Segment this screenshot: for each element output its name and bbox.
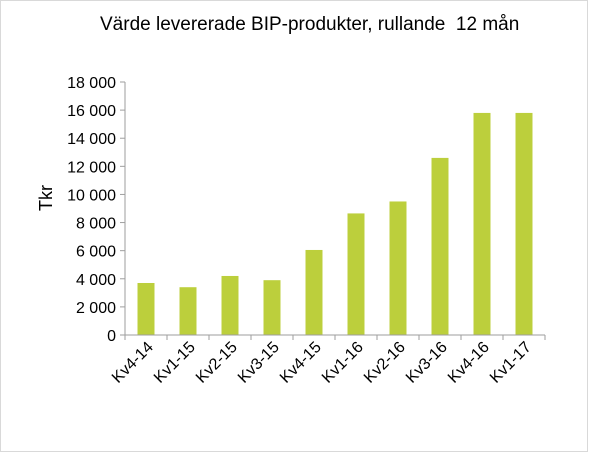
y-tick-label: 4 000 bbox=[76, 272, 116, 289]
y-tick-label: 18 000 bbox=[67, 75, 116, 92]
bar-Kv2-16 bbox=[389, 201, 407, 335]
bar-Kv4-15 bbox=[305, 249, 323, 335]
x-tick-label: Kv4-14 bbox=[109, 339, 157, 387]
y-tick-label: 14 000 bbox=[67, 131, 116, 148]
bar-Kv3-16 bbox=[431, 157, 449, 335]
y-tick-label: 2 000 bbox=[76, 300, 116, 317]
y-tick-label: 0 bbox=[107, 328, 116, 345]
x-tick-label: Kv1-15 bbox=[151, 339, 199, 387]
bar-Kv4-14 bbox=[137, 282, 155, 335]
x-tick-label: Kv4-15 bbox=[277, 339, 325, 387]
x-tick-label: Kv2-15 bbox=[193, 339, 241, 387]
y-tick-label: 8 000 bbox=[76, 216, 116, 233]
y-tick-label: 10 000 bbox=[67, 187, 116, 204]
x-tick-label: Kv1-16 bbox=[319, 339, 367, 387]
y-axis-label: Tkr bbox=[36, 185, 56, 211]
y-tick-label: 12 000 bbox=[67, 159, 116, 176]
bar-Kv2-15 bbox=[221, 275, 239, 335]
x-tick-label: Kv4-16 bbox=[445, 339, 493, 387]
x-tick-label: Kv2-16 bbox=[361, 339, 409, 387]
x-tick-label: Kv3-15 bbox=[235, 339, 283, 387]
bar-Kv1-17 bbox=[515, 112, 533, 335]
y-tick-label: 6 000 bbox=[76, 244, 116, 261]
bar-Kv3-15 bbox=[263, 280, 281, 335]
y-tick-label: 16 000 bbox=[67, 103, 116, 120]
bar-Kv1-16 bbox=[347, 213, 365, 335]
chart-title: Värde levererade BIP-produkter, rullande… bbox=[100, 14, 520, 35]
bar-Kv1-15 bbox=[179, 287, 197, 335]
x-tick-label: Kv1-17 bbox=[487, 339, 535, 387]
x-tick-label: Kv3-16 bbox=[403, 339, 451, 387]
bar-Kv4-16 bbox=[473, 112, 491, 335]
